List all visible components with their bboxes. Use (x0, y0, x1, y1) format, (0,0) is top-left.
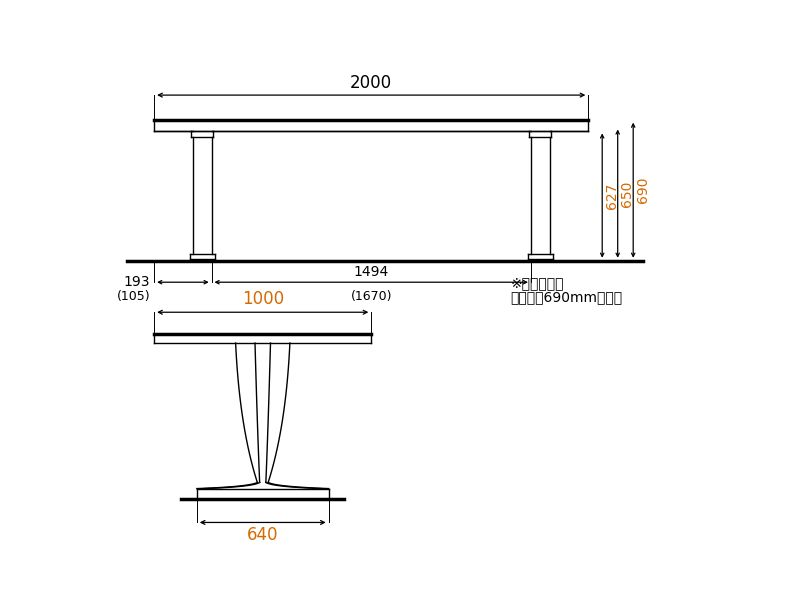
Text: 690: 690 (635, 177, 650, 203)
Text: 193: 193 (124, 275, 150, 289)
Text: 天板高さ690mmのとき: 天板高さ690mmのとき (510, 290, 623, 304)
Text: 640: 640 (247, 526, 278, 544)
Text: ※図の寸法は: ※図の寸法は (510, 276, 564, 290)
Text: 2000: 2000 (350, 74, 392, 92)
Text: (1670): (1670) (350, 290, 392, 302)
Text: 650: 650 (620, 181, 634, 207)
Text: 627: 627 (605, 182, 618, 209)
Text: 1494: 1494 (354, 265, 389, 279)
Text: 1000: 1000 (242, 290, 284, 308)
Text: (105): (105) (117, 290, 150, 302)
